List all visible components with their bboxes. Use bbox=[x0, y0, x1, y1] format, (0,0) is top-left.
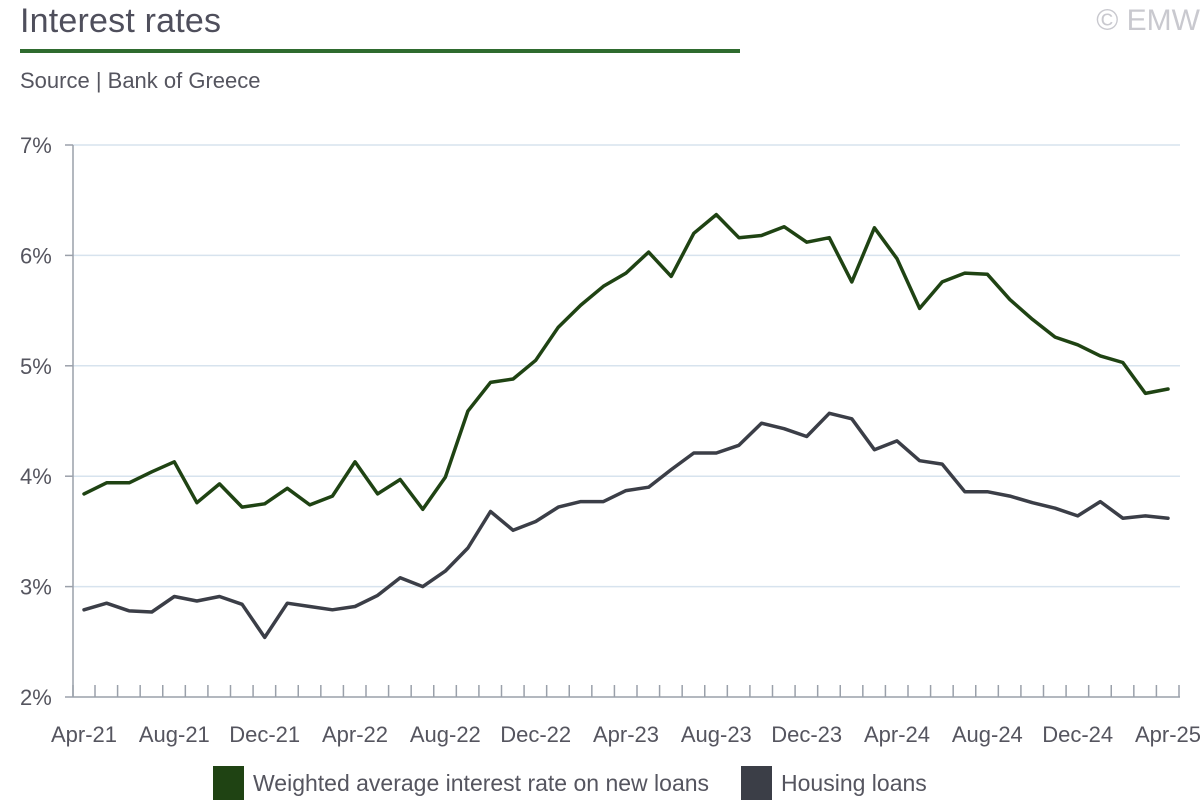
y-tick-label: 3% bbox=[20, 575, 52, 600]
legend-item-new-loans: Weighted average interest rate on new lo… bbox=[213, 766, 709, 800]
x-tick-label: Dec-21 bbox=[229, 722, 300, 747]
x-tick-label: Apr-23 bbox=[593, 722, 659, 747]
y-tick-label: 4% bbox=[20, 464, 52, 489]
y-tick-label: 2% bbox=[20, 685, 52, 710]
legend-swatch-new-loans bbox=[213, 766, 244, 800]
x-tick-label: Apr-21 bbox=[51, 722, 117, 747]
y-tick-label: 7% bbox=[20, 133, 52, 158]
legend-label-new-loans: Weighted average interest rate on new lo… bbox=[253, 769, 710, 796]
legend-label-housing-loans: Housing loans bbox=[781, 769, 927, 796]
y-tick-label: 5% bbox=[20, 354, 52, 379]
x-tick-label: Apr-25 bbox=[1135, 722, 1200, 747]
x-tick-label: Apr-22 bbox=[322, 722, 388, 747]
legend-item-housing-loans: Housing loans bbox=[741, 766, 927, 800]
x-tick-label: Dec-24 bbox=[1042, 722, 1113, 747]
y-tick-label: 6% bbox=[20, 243, 52, 268]
x-tick-label: Aug-22 bbox=[410, 722, 481, 747]
chart-legend: Weighted average interest rate on new lo… bbox=[213, 766, 959, 800]
chart-subtitle: Source | Bank of Greece bbox=[20, 68, 261, 93]
series-line-new-loans bbox=[82, 212, 1170, 512]
line-chart: 2% 3% 4% 5% 6% 7% Apr-21 Aug-21 Dec-21 Apr-22 Aug-… bbox=[20, 133, 1200, 747]
x-tick-label: Apr-24 bbox=[864, 722, 930, 747]
series-line-housing-loans bbox=[82, 411, 1170, 640]
x-tick-label: Dec-23 bbox=[771, 722, 842, 747]
chart-title: Interest rates bbox=[20, 2, 222, 40]
x-tick-label: Aug-21 bbox=[139, 722, 210, 747]
x-tick-label: Aug-23 bbox=[681, 722, 752, 747]
copyright-notice: © EMW bbox=[1096, 4, 1200, 37]
title-underline bbox=[20, 49, 740, 53]
x-tick-label: Dec-22 bbox=[500, 722, 571, 747]
x-tick-label: Aug-24 bbox=[952, 722, 1023, 747]
legend-swatch-housing-loans bbox=[741, 766, 773, 800]
